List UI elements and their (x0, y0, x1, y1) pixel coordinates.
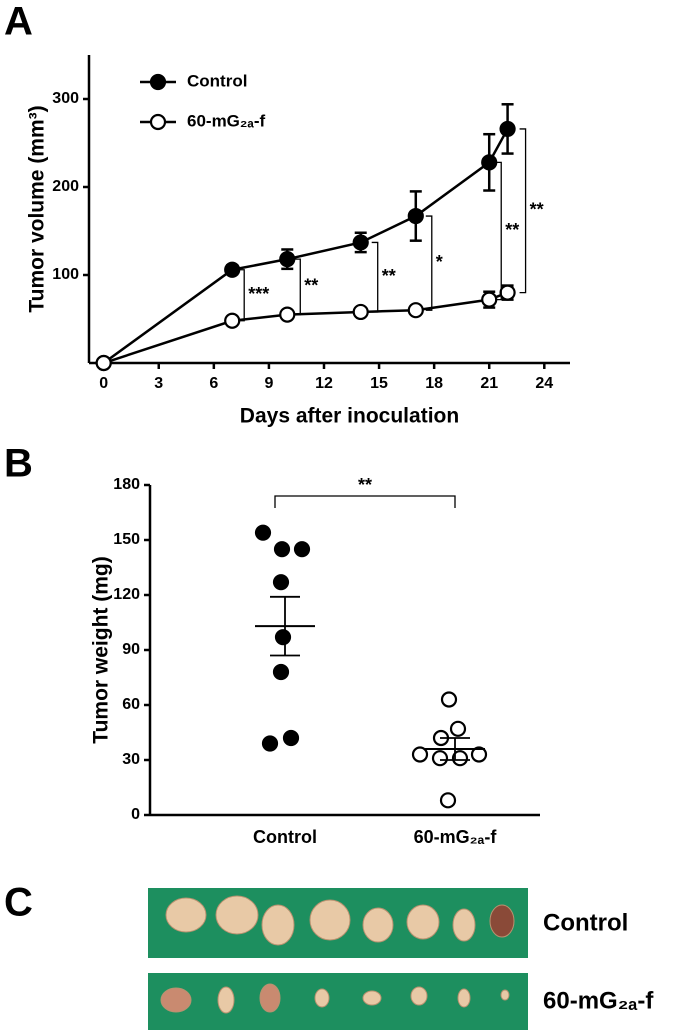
error-bar (270, 595, 300, 657)
y-tick-label: 60 (122, 696, 140, 713)
x-tick-label: Control (253, 827, 317, 847)
data-point (431, 750, 449, 767)
y-tick-label: 180 (113, 476, 140, 493)
marker (481, 291, 498, 308)
panel-label: A (4, 0, 33, 44)
data-point (274, 629, 292, 646)
y-axis-title: Tumor weight (mg) (90, 556, 113, 743)
significance-label: ** (358, 475, 372, 495)
y-tick-label: 300 (52, 90, 79, 107)
y-tick-label: 120 (113, 586, 140, 603)
marker (407, 207, 424, 225)
significance-bracket (519, 128, 527, 294)
x-tick-label: 3 (154, 375, 163, 392)
marker (279, 306, 296, 323)
significance-bracket (495, 161, 502, 301)
data-point (272, 663, 290, 681)
significance-bracket (274, 495, 456, 508)
y-tick-label: 0 (131, 806, 140, 823)
x-tick-label: 15 (370, 375, 388, 392)
data-point (273, 541, 291, 558)
significance-label: ** (505, 220, 519, 240)
marker (352, 234, 369, 251)
x-tick-label: 18 (425, 375, 443, 392)
significance-label: ** (304, 276, 318, 296)
data-point (451, 750, 469, 767)
marker (279, 251, 296, 268)
significance-bracket (425, 215, 433, 311)
significance-label: * (436, 252, 443, 272)
significance-label: *** (248, 284, 269, 304)
marker (352, 303, 369, 321)
panel-label: B (4, 442, 33, 486)
x-tick-label: 6 (209, 375, 218, 392)
photo-control (148, 888, 528, 958)
legend-label: Control (187, 71, 247, 90)
x-tick-label: 60-mG₂ₐ-f (414, 827, 498, 847)
data-point (449, 720, 467, 737)
series-line (102, 128, 509, 365)
data-point (293, 541, 311, 558)
series-line (103, 291, 509, 365)
legend-marker (149, 73, 167, 91)
marker (481, 154, 498, 171)
row-label: Control (543, 909, 628, 936)
y-tick-label: 200 (52, 178, 79, 195)
marker (224, 261, 241, 278)
x-axis-title: Days after inoculation (240, 405, 459, 428)
marker (407, 302, 424, 319)
y-tick-label: 90 (122, 641, 140, 658)
x-tick-label: 24 (535, 375, 553, 392)
y-tick-label: 30 (122, 751, 140, 768)
marker (224, 312, 241, 329)
photo-treated (148, 973, 528, 1030)
y-tick-label: 150 (113, 531, 140, 548)
marker (499, 120, 516, 138)
data-point (272, 574, 290, 591)
x-tick-label: 12 (315, 375, 333, 392)
marker (499, 284, 516, 301)
legend-marker (149, 113, 167, 131)
significance-bracket (371, 241, 379, 313)
data-point (411, 746, 429, 763)
data-point (440, 691, 458, 708)
marker (95, 354, 112, 372)
y-tick-label: 100 (52, 266, 79, 283)
significance-label: ** (382, 266, 396, 286)
significance-bracket (294, 258, 301, 316)
data-point (439, 792, 457, 809)
x-tick-label: 21 (480, 375, 498, 392)
x-tick-label: 9 (264, 375, 273, 392)
significance-bracket (238, 269, 245, 322)
row-label: 60-mG₂ₐ-f (543, 987, 654, 1014)
error-bar (440, 737, 470, 761)
data-point (282, 729, 300, 747)
y-axis-title: Tumor volume (mm³) (26, 105, 49, 312)
panel-label: C (4, 881, 33, 925)
legend-label: 60-mG₂ₐ-f (187, 111, 266, 130)
significance-label: ** (530, 200, 544, 220)
data-point (261, 735, 279, 752)
x-tick-label: 0 (99, 375, 108, 392)
data-point (470, 746, 488, 763)
data-point (254, 524, 272, 541)
